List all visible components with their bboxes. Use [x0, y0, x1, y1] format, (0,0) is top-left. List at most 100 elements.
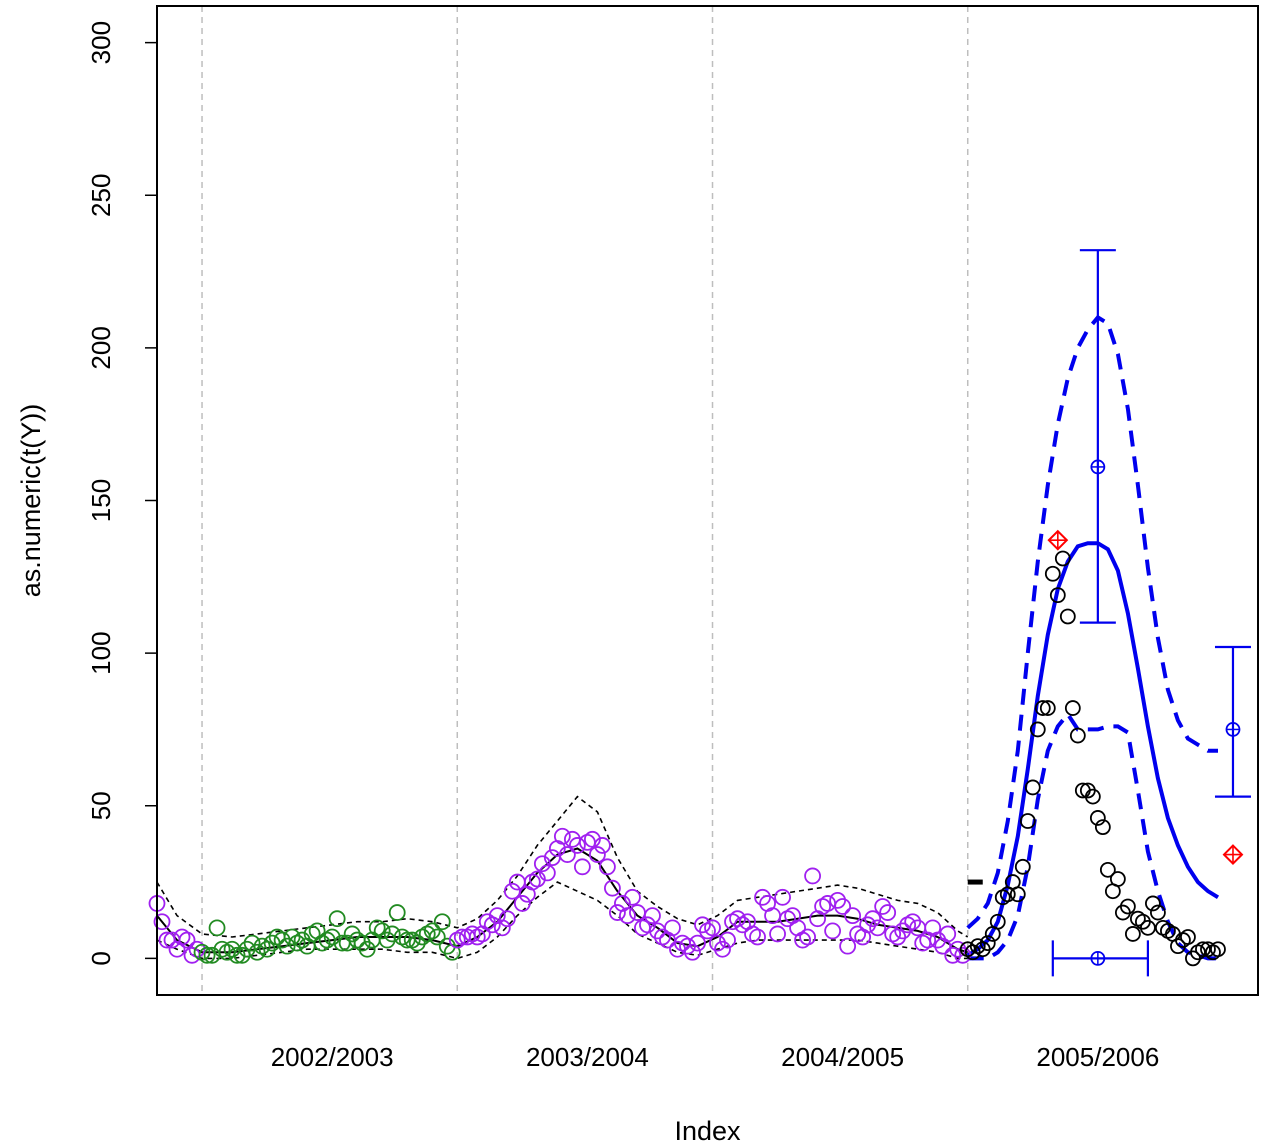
data-point: [433, 913, 451, 931]
data-point: [328, 910, 346, 928]
data-point: [604, 879, 621, 897]
data-point: [989, 913, 1006, 930]
data-point: [1064, 700, 1081, 716]
data-point: [228, 946, 246, 964]
data-point: [1054, 550, 1071, 567]
data-point: [1089, 810, 1106, 826]
data-point: [323, 928, 341, 946]
data-point: [709, 934, 726, 952]
data-point: [589, 846, 606, 863]
data-point: [824, 922, 842, 940]
data-point: [483, 916, 501, 934]
data-point: [383, 925, 401, 943]
data-point: [839, 937, 857, 955]
data-point: [629, 904, 646, 921]
observed-points-layer: [148, 550, 1226, 967]
x-season-label: 2002/2003: [271, 1042, 394, 1072]
data-point: [423, 922, 441, 940]
data-point: [243, 934, 261, 952]
data-point: [979, 935, 996, 952]
data-point: [829, 891, 847, 909]
data-point: [278, 937, 296, 955]
data-point: [438, 937, 456, 955]
y-tick-label: 200: [86, 326, 116, 369]
data-point: [819, 895, 837, 912]
data-point: [689, 934, 706, 952]
data-point: [774, 888, 791, 906]
data-point: [889, 928, 907, 946]
data-point: [864, 910, 882, 928]
data-point: [198, 946, 216, 964]
data-point: [1044, 565, 1061, 582]
data-point: [749, 928, 766, 946]
data-point: [679, 937, 696, 955]
data-point: [353, 934, 371, 952]
data-point: [283, 928, 301, 946]
data-point: [929, 931, 947, 949]
data-point: [528, 870, 546, 888]
data-point: [1109, 871, 1126, 887]
data-point: [1210, 941, 1226, 958]
data-point: [804, 867, 821, 885]
data-point: [558, 846, 576, 863]
data-point: [639, 916, 656, 934]
data-point: [1140, 919, 1156, 936]
data-point: [624, 888, 641, 906]
data-point: [609, 904, 626, 921]
plot-frame: [156, 5, 1259, 996]
data-point: [358, 940, 376, 958]
y-tick-label: 100: [86, 631, 116, 674]
data-point: [343, 925, 361, 943]
data-point: [1029, 721, 1046, 738]
y-tick-label: 300: [86, 21, 116, 64]
x-axis-title: Index: [674, 1116, 741, 1146]
data-point: [1150, 904, 1166, 921]
data-point: [1124, 926, 1141, 942]
data-point: [719, 931, 736, 949]
data-point: [1155, 919, 1171, 936]
data-point: [859, 916, 877, 934]
data-point: [769, 925, 786, 943]
data-point: [944, 946, 962, 964]
data-point: [583, 830, 601, 848]
forecast-upper-band: [966, 314, 1218, 930]
data-point: [178, 931, 196, 949]
data-point: [1195, 941, 1211, 958]
data-point: [153, 913, 171, 931]
data-point: [714, 940, 731, 958]
data-point: [408, 934, 426, 952]
y-axis-title: as.numeric(t(Y)): [16, 404, 46, 598]
forecast-mean-line: [966, 541, 1220, 958]
data-point: [1084, 788, 1101, 805]
forecast-layer: [966, 314, 1220, 961]
data-point: [1014, 858, 1031, 875]
data-point: [834, 898, 852, 915]
data-point: [644, 907, 661, 925]
y-tick-label: 0: [86, 951, 116, 965]
data-point: [513, 895, 531, 912]
data-point: [533, 855, 551, 873]
data-point: [879, 904, 897, 921]
data-point: [1024, 779, 1041, 796]
data-point: [949, 940, 967, 958]
data-point: [844, 907, 862, 925]
data-point: [1034, 700, 1051, 716]
data-point: [573, 858, 591, 876]
data-point: [293, 931, 311, 949]
x-axis: 2002/2003 2003/2004 2004/2005 2005/2006: [271, 1042, 1160, 1072]
data-point: [704, 919, 721, 937]
data-point: [498, 910, 516, 928]
data-point: [594, 837, 611, 854]
data-point: [664, 919, 681, 937]
data-point: [208, 919, 226, 937]
data-point: [1119, 898, 1136, 915]
y-tick-label: 250: [86, 174, 116, 217]
data-point: [1099, 861, 1116, 878]
data-point: [799, 928, 816, 946]
data-point: [248, 943, 266, 961]
data-point: [1019, 813, 1036, 829]
data-point: [694, 916, 711, 934]
x-season-label: 2004/2005: [781, 1042, 904, 1072]
data-point: [1009, 886, 1026, 903]
